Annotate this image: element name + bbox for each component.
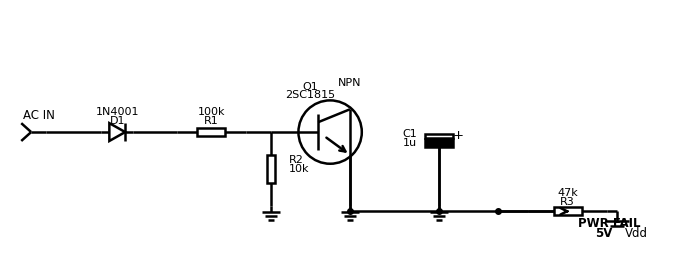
Text: 10k: 10k	[289, 164, 309, 174]
Text: R3: R3	[560, 197, 575, 207]
Circle shape	[298, 100, 362, 164]
Bar	[425, 139, 453, 147]
Text: NPN: NPN	[338, 78, 362, 88]
Bar	[267, 155, 275, 183]
Text: 1u: 1u	[403, 138, 417, 148]
Text: 100k: 100k	[198, 107, 225, 117]
Bar	[554, 207, 581, 215]
Text: AC IN: AC IN	[23, 109, 55, 122]
Text: +: +	[452, 129, 463, 142]
Bar	[198, 128, 225, 136]
Text: R2: R2	[289, 155, 304, 165]
Text: Vdd: Vdd	[625, 227, 648, 240]
Bar	[425, 134, 453, 138]
Text: 5V: 5V	[595, 227, 612, 240]
Text: Q1: Q1	[302, 81, 318, 91]
Polygon shape	[109, 123, 125, 141]
Text: 2SC1815: 2SC1815	[285, 90, 335, 101]
Text: C1: C1	[402, 129, 417, 139]
Text: 1N4001: 1N4001	[96, 107, 139, 117]
Text: 47k: 47k	[557, 188, 578, 198]
Text: D1: D1	[109, 116, 125, 126]
Text: R1: R1	[204, 116, 219, 126]
Text: PWR FAIL: PWR FAIL	[577, 217, 640, 230]
